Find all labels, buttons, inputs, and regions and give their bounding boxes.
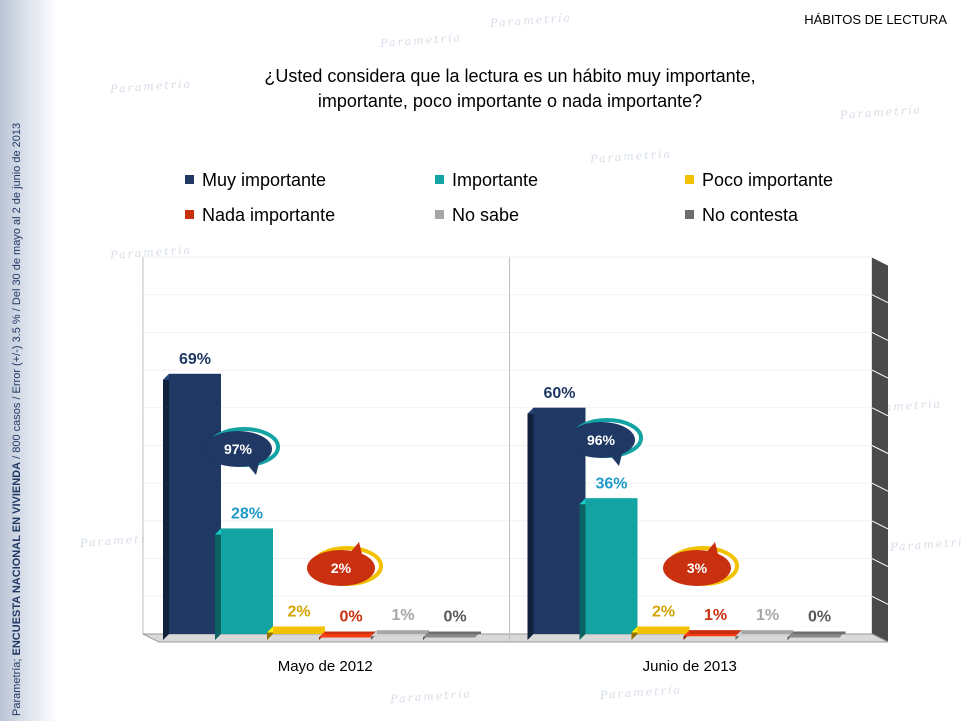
callout-tail xyxy=(246,459,260,475)
sidebar: Parametría; ENCUESTA NACIONAL EN VIVIEND… xyxy=(0,0,58,721)
section-title: HÁBITOS DE LECTURA xyxy=(804,12,947,27)
gridline xyxy=(871,331,889,341)
callout-text: 3% xyxy=(687,560,708,576)
bar xyxy=(637,626,690,634)
data-label: 2% xyxy=(652,603,675,620)
data-label: 0% xyxy=(808,609,831,626)
bar-side xyxy=(163,373,169,640)
legend-swatch xyxy=(185,210,194,219)
legend-label: Poco importante xyxy=(702,170,834,190)
legend-label: No contesta xyxy=(702,205,799,225)
callout-tail xyxy=(705,542,719,558)
callout-bubble xyxy=(307,550,375,586)
callout-text: 97% xyxy=(224,441,253,457)
callout-text: 2% xyxy=(331,560,352,576)
legend-label: Importante xyxy=(452,170,539,190)
legend-label: Muy importante xyxy=(202,170,327,190)
summary-callout: 97% xyxy=(204,427,280,475)
data-label: 1% xyxy=(391,607,414,624)
category-label: Mayo de 2012 xyxy=(278,658,373,675)
bar xyxy=(377,630,429,634)
callout-tail xyxy=(609,450,623,466)
bar xyxy=(585,498,638,634)
legend-item: Poco importante xyxy=(685,170,833,191)
legend-item: Muy importante xyxy=(185,170,326,191)
data-label: 0% xyxy=(339,609,362,626)
data-label: 36% xyxy=(595,475,627,492)
legend-swatch xyxy=(685,210,694,219)
callout-bubble xyxy=(204,431,272,467)
legend-item: No sabe xyxy=(435,205,519,226)
bar-side xyxy=(579,498,586,640)
data-label: 1% xyxy=(704,607,727,624)
legend-item: Importante xyxy=(435,170,538,191)
bar xyxy=(429,631,481,634)
survey-question: ¿Usted considera que la lectura es un há… xyxy=(200,64,820,114)
question-line-2: importante, poco importante o nada impor… xyxy=(317,91,703,111)
bar xyxy=(325,631,377,634)
gridline xyxy=(871,482,889,492)
legend-swatch xyxy=(435,175,444,184)
gridline xyxy=(871,558,889,568)
data-label: 69% xyxy=(179,351,211,368)
legend-swatch xyxy=(185,175,194,184)
summary-callout: 3% xyxy=(663,542,739,586)
gridline xyxy=(871,256,889,266)
data-label: 28% xyxy=(231,505,263,522)
data-label: 60% xyxy=(543,385,575,402)
data-label: 0% xyxy=(443,609,466,626)
bar xyxy=(741,630,794,634)
legend-item: Nada importante xyxy=(185,205,335,226)
summary-callout: 2% xyxy=(307,542,383,586)
summary-callout: 96% xyxy=(567,418,643,466)
bar-side xyxy=(527,407,534,640)
legend-label: Nada importante xyxy=(202,205,336,225)
legend-swatch xyxy=(685,175,694,184)
callout-text: 96% xyxy=(587,432,616,448)
bar xyxy=(273,626,325,634)
legend: Muy importante Importante Poco important… xyxy=(185,170,885,230)
data-label: 2% xyxy=(287,603,310,620)
category-label: Junio de 2013 xyxy=(643,658,737,675)
callout-bubble xyxy=(567,422,635,458)
legend-label: No sabe xyxy=(452,205,520,225)
gridline xyxy=(871,407,889,417)
bar xyxy=(221,528,273,634)
bar xyxy=(169,373,221,634)
gridline xyxy=(871,595,889,605)
callout-bubble xyxy=(663,550,731,586)
callout-tail xyxy=(349,542,363,558)
legend-swatch xyxy=(435,210,444,219)
bar-side xyxy=(215,528,221,640)
gridline xyxy=(871,445,889,454)
legend-item: No contesta xyxy=(685,205,798,226)
gridline xyxy=(871,294,889,304)
gridline xyxy=(871,520,889,530)
bar xyxy=(793,631,846,634)
data-label: 1% xyxy=(756,607,779,624)
question-line-1: ¿Usted considera que la lectura es un há… xyxy=(264,66,756,86)
bar xyxy=(689,630,742,634)
gridline xyxy=(871,369,889,379)
